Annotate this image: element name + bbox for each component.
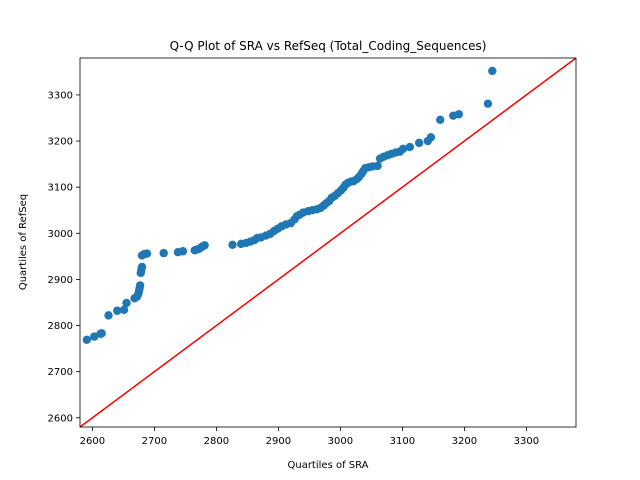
y-tick-label-4: 3000 [48,229,73,240]
data-point-5 [113,306,122,315]
data-point-81 [436,115,445,125]
reference-line [79,57,577,428]
axes-frame [79,57,577,428]
y-axis: 2600 2700 2800 2900 3000 3100 3200 3300 [48,90,80,424]
data-point-13 [135,281,145,290]
y-axis-label: Quartiles of RefSeq [18,194,29,290]
x-tick-label-5: 3100 [390,436,415,447]
y-tick-label-5: 3100 [48,183,73,194]
data-point-16 [137,262,147,272]
data-point-84 [483,99,493,108]
data-point-69 [373,161,382,171]
y-tick-label-2: 2800 [48,321,73,332]
x-tick-label-2: 2800 [204,436,229,447]
data-point-0 [82,335,92,345]
data-layer [79,57,577,428]
data-point-27 [200,241,209,250]
y-tick-label-6: 3200 [48,137,73,148]
x-tick-label-3: 2900 [266,436,291,447]
x-tick-label-6: 3200 [452,436,477,447]
data-point-3 [97,329,106,338]
x-tick-label-7: 3300 [514,436,539,447]
x-tick-label-4: 3000 [328,436,353,447]
data-point-77 [405,142,415,152]
data-point-80 [426,133,436,142]
data-point-28 [228,240,237,250]
data-point-7 [122,298,131,308]
x-tick-label-0: 2600 [80,436,105,447]
data-point-4 [104,311,113,320]
data-point-20 [159,248,168,258]
data-point-76 [398,144,408,154]
data-point-19 [142,249,152,258]
data-point-83 [454,110,464,119]
data-point-85 [488,66,497,76]
data-point-6 [119,305,129,315]
chart-title: Q-Q Plot of SRA vs RefSeq (Total_Coding_… [170,39,487,53]
x-axis-label: Quartiles of SRA [287,460,368,471]
y-tick-label-0: 2600 [48,413,73,424]
x-axis: 2600 2700 2800 2900 3000 3100 3200 3300 [80,427,539,447]
x-tick-label-1: 2700 [142,436,167,447]
data-point-22 [178,247,188,256]
data-point-78 [414,138,424,148]
y-tick-label-3: 2900 [48,275,73,286]
y-tick-label-1: 2700 [48,367,73,378]
y-tick-label-7: 3300 [48,90,73,101]
